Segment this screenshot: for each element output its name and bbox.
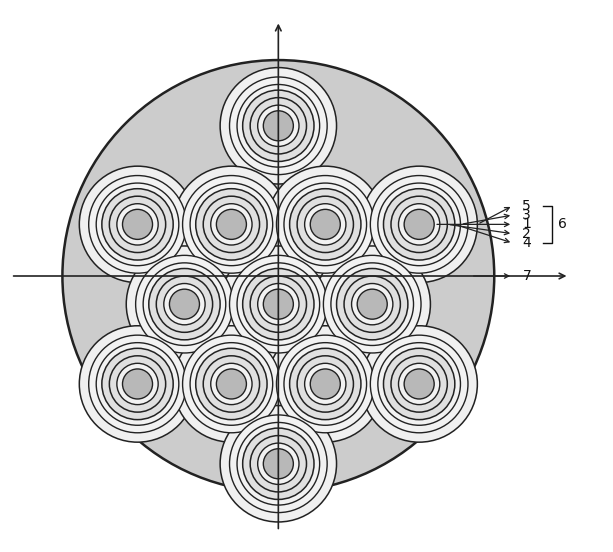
- Circle shape: [149, 268, 220, 340]
- Circle shape: [102, 348, 173, 420]
- Circle shape: [264, 449, 294, 479]
- Circle shape: [89, 335, 186, 433]
- Circle shape: [264, 111, 294, 141]
- Circle shape: [164, 284, 205, 325]
- Circle shape: [257, 105, 299, 146]
- Circle shape: [267, 326, 384, 442]
- Circle shape: [250, 276, 306, 332]
- Circle shape: [183, 335, 280, 433]
- Circle shape: [324, 256, 421, 353]
- Circle shape: [384, 348, 455, 420]
- Circle shape: [391, 196, 447, 252]
- Circle shape: [96, 183, 179, 266]
- Circle shape: [173, 166, 289, 283]
- Circle shape: [378, 343, 460, 425]
- Circle shape: [404, 209, 434, 240]
- Circle shape: [190, 183, 273, 266]
- Circle shape: [284, 183, 367, 266]
- Text: 4: 4: [522, 236, 531, 250]
- Circle shape: [267, 166, 384, 283]
- Circle shape: [344, 276, 400, 332]
- Circle shape: [79, 166, 196, 283]
- Circle shape: [305, 363, 346, 405]
- Text: 3: 3: [522, 208, 531, 222]
- Circle shape: [123, 369, 153, 399]
- Circle shape: [243, 428, 314, 500]
- Circle shape: [196, 348, 267, 420]
- Circle shape: [89, 176, 186, 273]
- Circle shape: [357, 289, 387, 319]
- Circle shape: [63, 60, 494, 492]
- Circle shape: [284, 343, 367, 425]
- Circle shape: [156, 276, 213, 332]
- Circle shape: [183, 176, 280, 273]
- Circle shape: [289, 348, 361, 420]
- Circle shape: [257, 443, 299, 485]
- Circle shape: [361, 326, 478, 442]
- Circle shape: [211, 363, 252, 405]
- Circle shape: [314, 246, 430, 362]
- Circle shape: [264, 289, 294, 319]
- Circle shape: [361, 166, 478, 283]
- Circle shape: [297, 196, 354, 252]
- Circle shape: [229, 256, 327, 353]
- Circle shape: [211, 204, 252, 245]
- Circle shape: [126, 246, 243, 362]
- Circle shape: [220, 67, 337, 184]
- Circle shape: [216, 209, 246, 240]
- Circle shape: [196, 189, 267, 260]
- Circle shape: [305, 204, 346, 245]
- Circle shape: [237, 263, 319, 346]
- Text: 7: 7: [522, 269, 531, 283]
- Circle shape: [229, 415, 327, 513]
- Circle shape: [190, 343, 273, 425]
- Text: 5: 5: [522, 199, 531, 213]
- Circle shape: [398, 204, 440, 245]
- Text: 1: 1: [522, 217, 531, 231]
- Circle shape: [243, 90, 314, 162]
- Circle shape: [404, 369, 434, 399]
- Circle shape: [370, 335, 468, 433]
- Circle shape: [96, 343, 179, 425]
- Text: 6: 6: [558, 217, 567, 231]
- Circle shape: [370, 176, 468, 273]
- Circle shape: [79, 326, 196, 442]
- Circle shape: [237, 422, 319, 505]
- Circle shape: [216, 369, 246, 399]
- Circle shape: [310, 369, 340, 399]
- Circle shape: [289, 189, 361, 260]
- Circle shape: [173, 326, 289, 442]
- Circle shape: [331, 263, 414, 346]
- Circle shape: [250, 98, 306, 154]
- Circle shape: [378, 183, 460, 266]
- Circle shape: [276, 176, 374, 273]
- Circle shape: [143, 263, 226, 346]
- Circle shape: [220, 406, 337, 522]
- Circle shape: [276, 335, 374, 433]
- Circle shape: [229, 77, 327, 174]
- Circle shape: [237, 84, 319, 167]
- Circle shape: [204, 196, 259, 252]
- Circle shape: [384, 189, 455, 260]
- Circle shape: [391, 356, 447, 412]
- Circle shape: [220, 246, 337, 362]
- Circle shape: [109, 196, 166, 252]
- Circle shape: [297, 356, 354, 412]
- Circle shape: [204, 356, 259, 412]
- Circle shape: [250, 436, 306, 492]
- Circle shape: [310, 209, 340, 240]
- Text: 2: 2: [522, 227, 531, 241]
- Circle shape: [117, 363, 158, 405]
- Circle shape: [123, 209, 153, 240]
- Circle shape: [352, 284, 393, 325]
- Circle shape: [337, 268, 408, 340]
- Circle shape: [243, 268, 314, 340]
- Circle shape: [135, 256, 234, 353]
- Circle shape: [102, 189, 173, 260]
- Circle shape: [398, 363, 440, 405]
- Circle shape: [117, 204, 158, 245]
- Circle shape: [109, 356, 166, 412]
- Circle shape: [169, 289, 199, 319]
- Circle shape: [257, 284, 299, 325]
